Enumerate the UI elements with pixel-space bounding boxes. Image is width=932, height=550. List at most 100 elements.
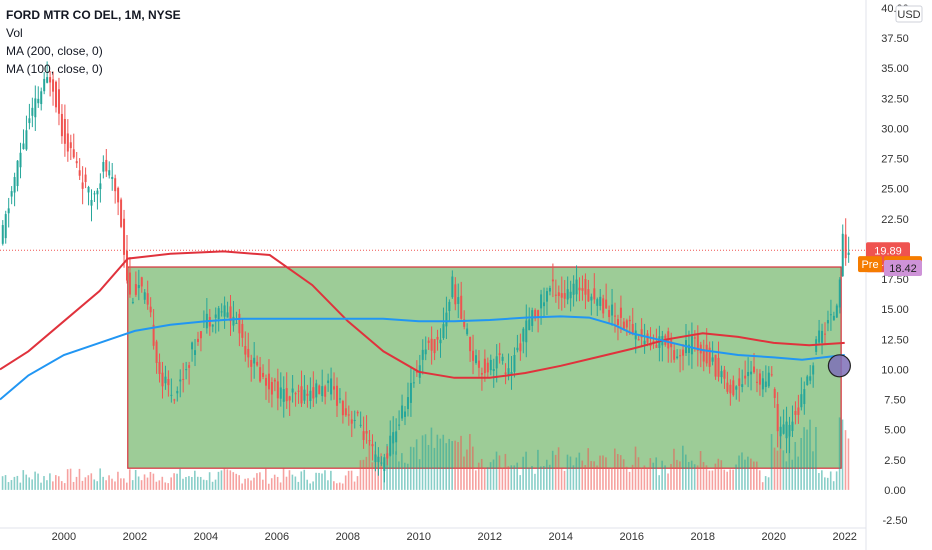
y-tick-label: 15.00	[881, 304, 909, 316]
candle-body	[90, 199, 93, 206]
candle-body	[338, 398, 341, 400]
candle-body	[537, 310, 540, 318]
candle-body	[829, 314, 832, 316]
volume-bar	[815, 426, 817, 490]
volume-bar	[273, 474, 276, 490]
candle-body	[761, 378, 764, 390]
candle-body	[99, 183, 102, 190]
volume-bar	[223, 468, 226, 490]
volume-bar	[232, 472, 235, 490]
volume-bar	[832, 481, 835, 490]
candle-body	[143, 292, 146, 300]
volume-bar	[262, 479, 264, 490]
candle-body	[333, 386, 336, 390]
candle-body	[714, 354, 717, 377]
volume-bar	[306, 479, 309, 490]
candle-body	[421, 349, 424, 360]
candle-body	[294, 393, 297, 395]
candle-body	[238, 313, 241, 334]
candle-body	[194, 350, 197, 356]
legend-ma200[interactable]: MA (200, close, 0)	[6, 44, 103, 58]
candle-body	[66, 133, 69, 152]
candle-body	[78, 170, 81, 176]
volume-bar	[560, 468, 563, 490]
volume-bar	[711, 470, 714, 490]
volume-bar	[324, 470, 326, 490]
volume-bar	[125, 482, 128, 490]
candle-body	[525, 320, 528, 343]
volume-bar	[303, 469, 306, 490]
volume-bar	[614, 448, 616, 490]
candle-body	[347, 414, 350, 416]
volume-bar	[330, 470, 332, 490]
volume-bar	[646, 467, 649, 490]
candle-body	[454, 284, 457, 305]
candle-body	[557, 292, 560, 297]
candle-body	[625, 320, 628, 328]
volume-bar	[211, 481, 214, 490]
volume-bar	[244, 478, 246, 490]
volume-bar	[747, 456, 749, 490]
volume-bar	[785, 461, 788, 490]
volume-bar	[421, 435, 424, 490]
candle-body	[297, 390, 300, 392]
candle-body	[259, 367, 262, 382]
candle-body	[750, 371, 753, 375]
candle-body	[711, 357, 714, 362]
volume-bar	[818, 473, 820, 490]
volume-bar	[673, 448, 675, 490]
candle-body	[146, 293, 149, 305]
volume-bar	[628, 471, 631, 490]
candle-body	[753, 366, 756, 373]
volume-bar	[66, 469, 69, 490]
candle-body	[13, 177, 16, 193]
volume-bar	[590, 461, 592, 490]
volume-bar	[120, 478, 122, 490]
candle-body	[480, 372, 483, 375]
candle-body	[223, 305, 226, 317]
candle-body	[569, 291, 572, 299]
volume-bar	[442, 434, 445, 490]
volume-bar	[631, 464, 634, 490]
candle-body	[4, 214, 7, 239]
volume-bar	[474, 470, 477, 490]
y-tick-label: 0.00	[884, 485, 905, 497]
y-tick-label: 32.50	[881, 93, 909, 105]
candle-body	[279, 387, 282, 399]
candle-body	[847, 252, 850, 255]
volume-bar	[587, 448, 589, 490]
candle-body	[306, 393, 309, 396]
candle-body	[170, 394, 173, 396]
candle-body	[548, 287, 551, 292]
volume-bar	[149, 471, 152, 490]
x-tick-label: 2022	[832, 531, 856, 543]
candle-body	[474, 355, 477, 363]
candle-body	[330, 378, 333, 395]
candle-body	[214, 314, 217, 318]
volume-bar	[448, 438, 450, 490]
candle-body	[25, 130, 28, 150]
candle-body	[52, 79, 55, 92]
candle-body	[726, 382, 729, 392]
candle-body	[43, 78, 46, 92]
volume-bar	[365, 456, 368, 490]
legend-ma100[interactable]: MA (100, close, 0)	[6, 62, 103, 76]
candle-body	[182, 378, 185, 380]
volume-bar	[705, 465, 708, 490]
volume-bar	[75, 476, 78, 490]
legend-vol[interactable]: Vol	[6, 26, 23, 40]
candle-body	[599, 296, 602, 306]
volume-bar	[501, 467, 504, 490]
volume-bar	[634, 446, 637, 490]
candle-body	[102, 162, 105, 172]
volume-bar	[247, 478, 249, 490]
candle-body	[717, 357, 720, 377]
volume-bar	[167, 483, 170, 490]
volume-bar	[10, 480, 13, 490]
volume-bar	[602, 455, 604, 490]
volume-bar	[199, 476, 202, 490]
y-tick-label: 2.50	[884, 455, 905, 467]
volume-bar	[333, 481, 335, 490]
candle-body	[445, 312, 448, 327]
